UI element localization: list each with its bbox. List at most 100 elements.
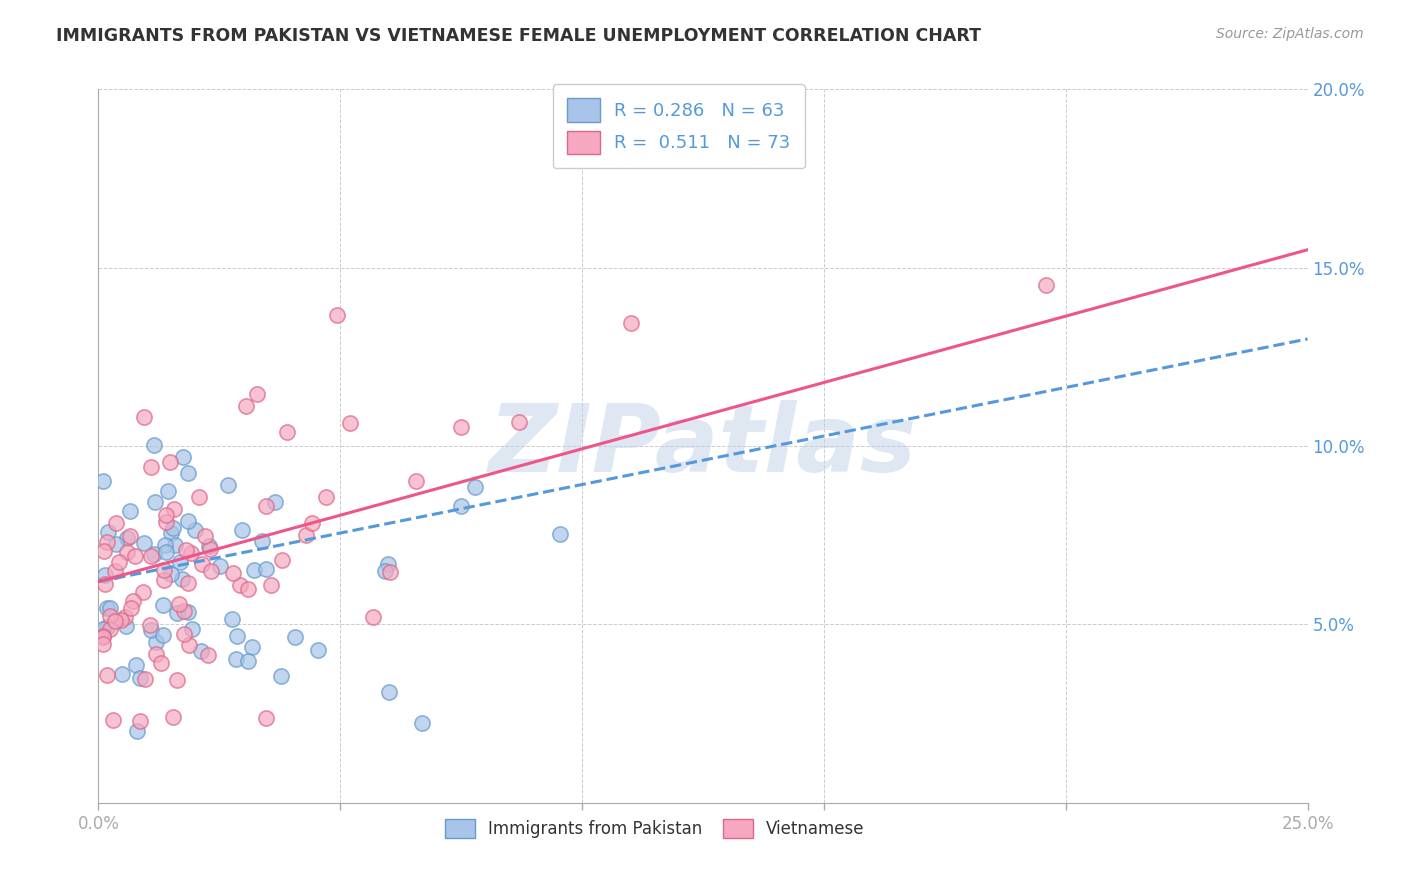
Point xyxy=(145,648,167,662)
Point xyxy=(108,555,131,569)
Point xyxy=(508,415,530,429)
Point xyxy=(180,546,202,560)
Point xyxy=(229,578,252,592)
Point xyxy=(98,601,121,615)
Point xyxy=(307,642,329,657)
Point xyxy=(132,584,155,599)
Point xyxy=(254,711,277,725)
Point xyxy=(162,710,184,724)
Point xyxy=(221,612,243,626)
Point xyxy=(115,618,138,632)
Point xyxy=(142,437,165,451)
Point xyxy=(1035,278,1057,293)
Point xyxy=(235,399,257,413)
Point xyxy=(91,630,114,644)
Point xyxy=(143,495,166,509)
Point xyxy=(361,610,384,624)
Point xyxy=(91,622,114,636)
Point xyxy=(464,479,486,493)
Point xyxy=(254,499,277,513)
Point xyxy=(96,535,118,549)
Point xyxy=(134,672,156,686)
Point xyxy=(97,525,120,540)
Point xyxy=(191,557,214,571)
Point xyxy=(91,475,114,489)
Point xyxy=(129,714,152,729)
Point xyxy=(96,601,118,615)
Point xyxy=(179,638,201,652)
Point xyxy=(96,620,118,634)
Point xyxy=(276,425,298,439)
Point xyxy=(94,567,117,582)
Point xyxy=(246,386,269,401)
Point xyxy=(284,631,307,645)
Point xyxy=(326,308,349,322)
Point xyxy=(411,716,433,731)
Point xyxy=(141,459,163,474)
Point xyxy=(169,555,191,569)
Point xyxy=(173,604,195,618)
Point xyxy=(176,575,198,590)
Point xyxy=(183,524,205,538)
Point xyxy=(243,563,266,577)
Point xyxy=(153,538,176,552)
Point xyxy=(197,648,219,662)
Point xyxy=(104,516,127,530)
Point xyxy=(236,582,259,596)
Point xyxy=(160,526,183,541)
Point xyxy=(264,495,287,509)
Point xyxy=(378,685,401,699)
Point xyxy=(118,529,141,543)
Point xyxy=(198,539,221,553)
Point xyxy=(98,623,121,637)
Point xyxy=(96,668,118,682)
Point xyxy=(128,672,150,686)
Point xyxy=(93,544,115,558)
Point xyxy=(301,516,323,530)
Point xyxy=(139,549,162,563)
Point xyxy=(150,656,173,670)
Point xyxy=(225,651,247,665)
Point xyxy=(209,559,232,574)
Point xyxy=(250,534,273,549)
Point xyxy=(117,531,139,545)
Point xyxy=(254,562,277,576)
Point xyxy=(155,545,177,559)
Point xyxy=(160,566,183,581)
Point xyxy=(157,484,180,499)
Point xyxy=(217,478,239,492)
Point xyxy=(132,536,155,550)
Point xyxy=(231,524,253,538)
Point xyxy=(125,658,148,673)
Point xyxy=(152,628,174,642)
Point xyxy=(139,617,162,632)
Point xyxy=(236,654,259,668)
Point xyxy=(339,417,361,431)
Point xyxy=(159,455,181,469)
Point xyxy=(166,607,188,621)
Point xyxy=(155,508,177,523)
Text: Source: ZipAtlas.com: Source: ZipAtlas.com xyxy=(1216,27,1364,41)
Point xyxy=(173,627,195,641)
Point xyxy=(120,504,142,518)
Point xyxy=(120,601,142,615)
Point xyxy=(172,450,194,464)
Point xyxy=(162,521,184,535)
Point xyxy=(200,541,222,556)
Point xyxy=(104,564,127,578)
Point xyxy=(127,724,149,739)
Point xyxy=(91,629,114,643)
Point xyxy=(166,673,188,688)
Point xyxy=(450,419,472,434)
Point xyxy=(91,637,114,651)
Point xyxy=(548,526,571,541)
Point xyxy=(104,536,127,550)
Text: ZIPatlas: ZIPatlas xyxy=(489,400,917,492)
Point xyxy=(260,578,283,592)
Point xyxy=(177,605,200,619)
Point xyxy=(194,529,217,543)
Point xyxy=(103,713,125,727)
Point xyxy=(405,474,427,488)
Point xyxy=(315,490,337,504)
Point xyxy=(177,514,200,528)
